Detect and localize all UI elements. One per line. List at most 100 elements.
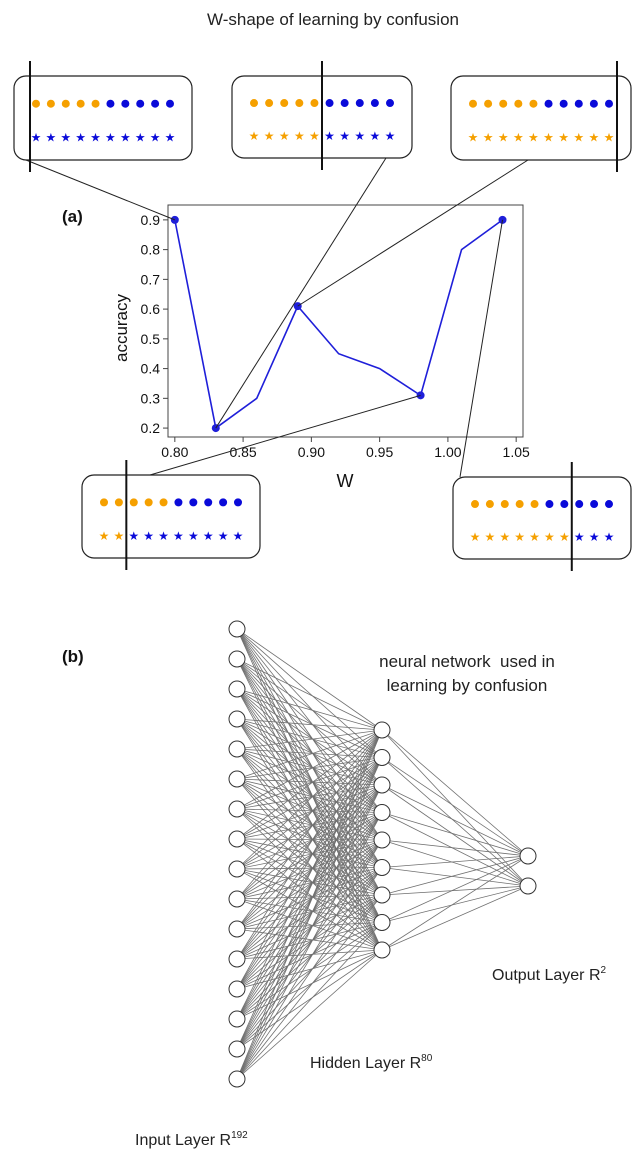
input-node [228, 950, 246, 968]
edge-input-hidden [236, 839, 383, 1080]
edge-input-hidden [236, 867, 383, 960]
edge-input-hidden [236, 688, 383, 896]
edge-input-hidden [236, 867, 383, 1080]
insets-group: ★ ★ ★ ★ ★ ★ ★ ★ ★ ★ ★ ★ ★ ★ ★ ★ ★ ★ ★ ★ ★ ★ ★ ★ ★ ★ ★ ★ ★ ★ ★ ★ ★ ★ ★ ★ ★ ★ ★ ★… [13, 61, 632, 571]
sample-dot [76, 99, 85, 108]
edge-input-hidden [236, 757, 383, 1080]
edge-input-hidden [236, 718, 383, 841]
edge-input-hidden [236, 658, 383, 868]
sample-dot [514, 99, 523, 108]
hidden-layer-label: Hidden Layer R80 [310, 1053, 433, 1072]
inset-top-center: ★ ★ ★ ★ ★ ★ ★ ★ ★ ★ [231, 61, 413, 170]
sample-dot [151, 99, 160, 108]
edge-input-hidden [236, 868, 383, 951]
x-tick-label: 0.95 [366, 444, 393, 460]
edge-input-hidden [236, 748, 383, 813]
sample-dot [121, 99, 130, 108]
input-node [228, 650, 246, 668]
predicted-star: ★ [354, 129, 365, 143]
edge-input-hidden [236, 748, 383, 758]
panel-a-label: (a) [62, 207, 83, 226]
edge-hidden-output [381, 784, 529, 887]
edge-input-hidden [236, 778, 383, 841]
edge-input-hidden [236, 757, 383, 1020]
edge-input-hidden [236, 628, 383, 813]
edge-input-hidden [236, 838, 383, 841]
predicted-star: ★ [573, 130, 584, 144]
edge-input-hidden [236, 868, 383, 923]
edge-hidden-output [381, 885, 529, 896]
edge-hidden-output [381, 855, 529, 868]
edge-input-hidden [236, 688, 383, 786]
edge-input-hidden [236, 839, 383, 1050]
edge-input-hidden [236, 839, 383, 900]
edge-hidden-output [381, 855, 529, 951]
sample-dot [129, 498, 138, 507]
predicted-star: ★ [514, 530, 525, 544]
edge-input-hidden [236, 718, 383, 896]
edge-input-hidden [236, 748, 383, 868]
input-node [228, 800, 246, 818]
y-tick-label: 0.7 [141, 271, 161, 287]
edge-input-hidden [236, 729, 383, 810]
edge-input-hidden [236, 922, 383, 930]
predicted-star: ★ [370, 129, 381, 143]
edge-input-hidden [236, 812, 383, 1080]
edge-input-hidden [236, 628, 383, 896]
edge-input-hidden [236, 658, 383, 813]
edge-input-hidden [236, 688, 383, 758]
edge-input-hidden [236, 808, 383, 896]
sample-dot [310, 99, 319, 108]
y-tick-label: 0.5 [141, 331, 161, 347]
edge-input-hidden [236, 922, 383, 990]
sample-dot [280, 99, 289, 108]
edge-input-hidden [236, 628, 383, 786]
predicted-star: ★ [75, 130, 86, 144]
predicted-star: ★ [499, 530, 510, 544]
inset-connector [25, 159, 176, 221]
sample-dot [575, 500, 584, 509]
predicted-star: ★ [324, 129, 335, 143]
sample-dot [590, 500, 599, 509]
edge-input-hidden [236, 778, 383, 868]
edge-input-hidden [236, 729, 383, 1080]
predicted-star: ★ [543, 130, 554, 144]
hidden-node [373, 804, 391, 821]
edge-hidden-output [381, 885, 529, 951]
inset-bottom-right: ★ ★ ★ ★ ★ ★ ★ ★ ★ ★ [452, 462, 632, 571]
edge-hidden-output [381, 855, 529, 896]
edge-input-hidden [236, 922, 383, 960]
sample-dot [189, 498, 198, 507]
inset-top-right: ★ ★ ★ ★ ★ ★ ★ ★ ★ ★ [450, 61, 632, 172]
edge-input-hidden [236, 729, 383, 900]
x-tick-label: 1.05 [503, 444, 530, 460]
edge-hidden-output [381, 757, 529, 857]
predicted-star: ★ [158, 529, 169, 543]
edge-input-hidden [236, 812, 383, 960]
neural-network [228, 620, 537, 1088]
edge-input-hidden [236, 784, 383, 960]
edge-input-hidden [236, 812, 383, 1050]
predicted-star: ★ [385, 129, 396, 143]
sample-dot [325, 99, 334, 108]
edge-input-hidden [236, 839, 383, 870]
edge-input-hidden [236, 867, 383, 900]
predicted-star: ★ [574, 530, 585, 544]
edge-input-hidden [236, 838, 383, 951]
panel-b-label: (b) [62, 647, 84, 666]
edge-input-hidden [236, 867, 383, 1050]
predicted-star: ★ [135, 130, 146, 144]
sample-dot [166, 99, 174, 108]
edge-input-hidden [236, 778, 383, 923]
chart-frame [167, 204, 524, 438]
sample-dot [469, 99, 477, 108]
edge-input-hidden [236, 729, 383, 1020]
edge-input-hidden [236, 688, 383, 813]
edge-hidden-output [381, 839, 529, 857]
predicted-star: ★ [249, 129, 260, 143]
x-tick-label: 1.00 [434, 444, 461, 460]
edge-input-hidden [236, 894, 383, 1020]
predicted-star: ★ [128, 529, 139, 543]
sample-dot [219, 498, 228, 507]
